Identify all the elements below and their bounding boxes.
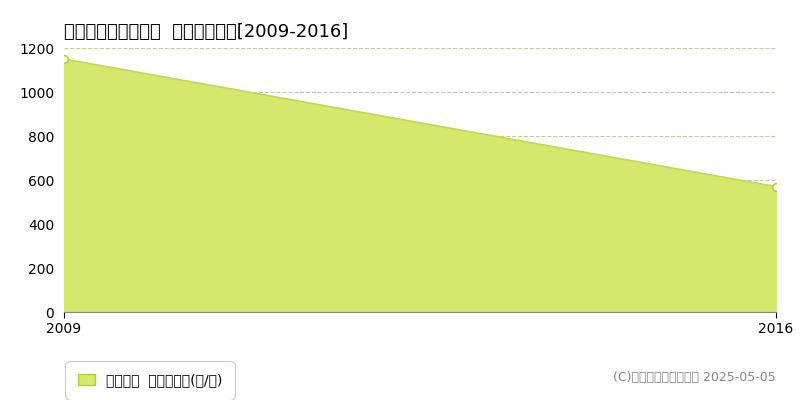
Point (770, 183, 782, 190)
Legend: 林地価格  平均坪単価(円/坪): 林地価格 平均坪単価(円/坪) (71, 366, 229, 394)
Text: (C)土地価格ドットコム 2025-05-05: (C)土地価格ドットコム 2025-05-05 (614, 371, 776, 384)
Text: いわき市三和町差塩  林地価格推移[2009-2016]: いわき市三和町差塩 林地価格推移[2009-2016] (64, 23, 348, 41)
Point (58, 56, 70, 62)
